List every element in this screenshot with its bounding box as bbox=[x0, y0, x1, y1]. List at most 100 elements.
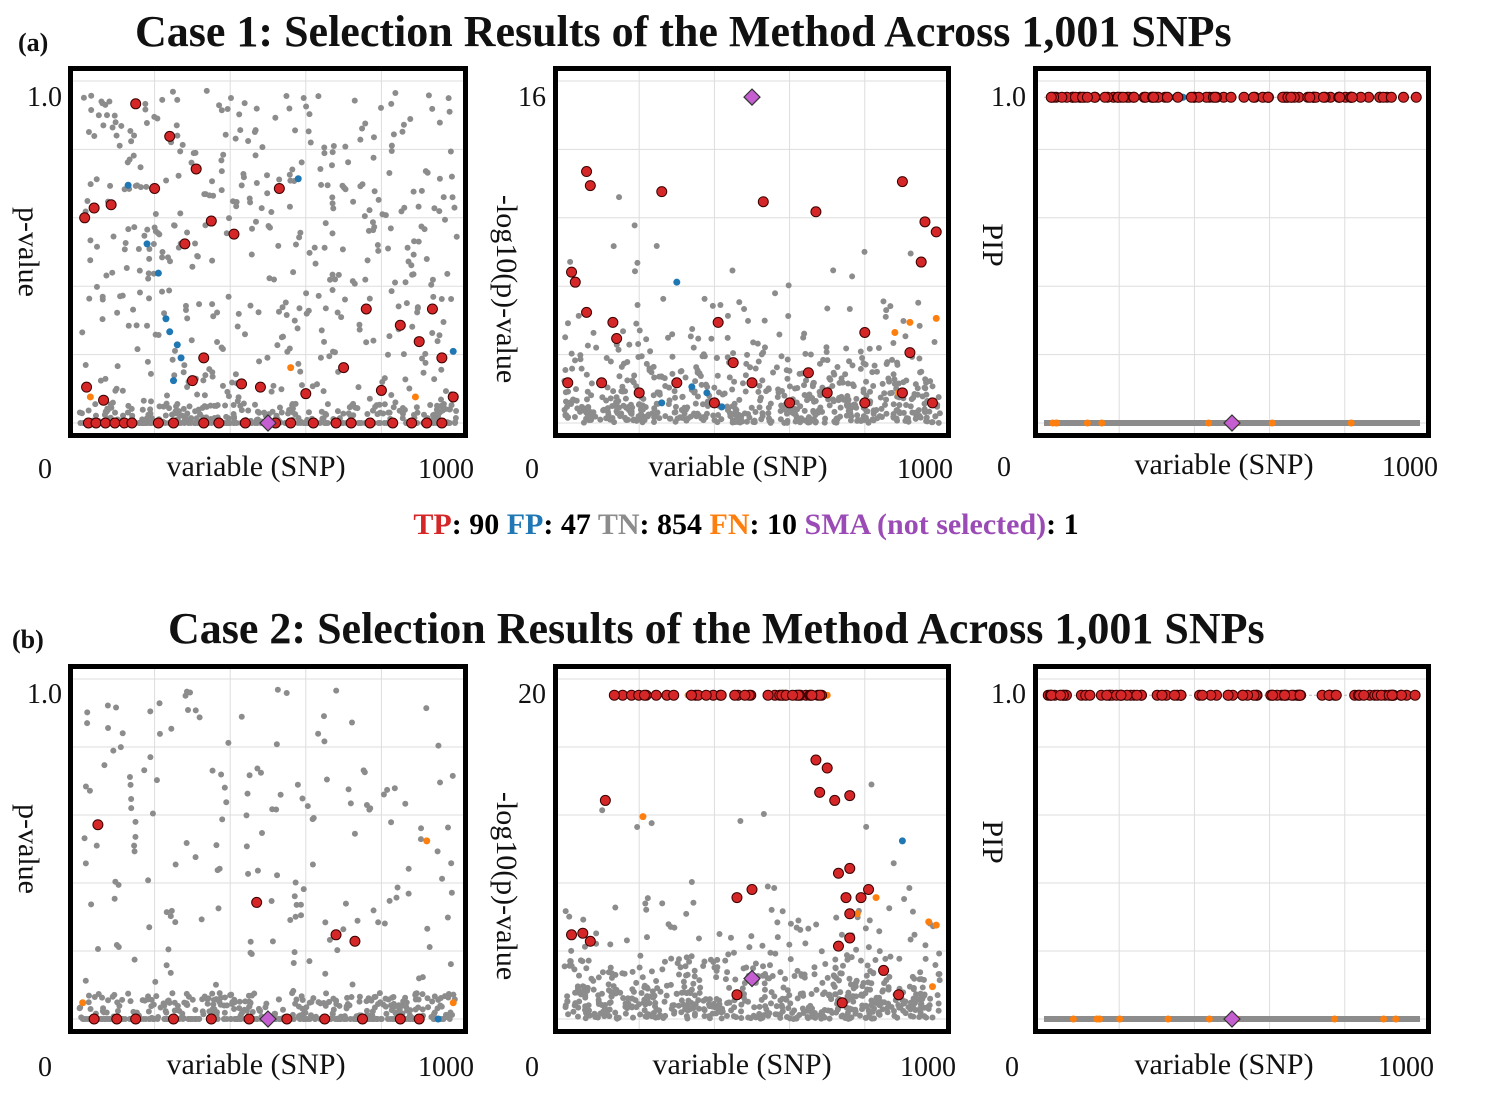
tn-point bbox=[564, 320, 571, 327]
legend-sma: SMA (not selected): 1 bbox=[805, 508, 1079, 541]
tn-point bbox=[286, 105, 293, 112]
tn-point bbox=[695, 935, 702, 942]
tn-point bbox=[871, 362, 878, 369]
tn-point bbox=[259, 144, 266, 151]
tn-point bbox=[826, 1015, 833, 1022]
tn-point bbox=[695, 412, 702, 419]
tn-point bbox=[203, 87, 210, 94]
tn-point bbox=[87, 257, 94, 264]
tn-point bbox=[184, 706, 191, 713]
tn-point bbox=[330, 143, 337, 150]
tn-point bbox=[171, 222, 178, 229]
tn-point bbox=[245, 407, 252, 414]
tn-point bbox=[362, 276, 369, 283]
tp-point bbox=[671, 377, 683, 389]
fn-point bbox=[1392, 1015, 1400, 1023]
tn-point bbox=[859, 983, 866, 990]
tp-point bbox=[859, 326, 871, 338]
tn-point bbox=[279, 304, 286, 311]
tn-point bbox=[185, 993, 192, 1000]
tn-point bbox=[442, 388, 449, 395]
tn-point bbox=[584, 388, 591, 395]
tn-point bbox=[620, 360, 627, 367]
tp-point bbox=[729, 689, 741, 701]
tn-point bbox=[662, 413, 669, 420]
tn-point bbox=[654, 985, 661, 992]
tn-point bbox=[785, 1005, 792, 1012]
tp-point bbox=[205, 1013, 217, 1025]
tn-point bbox=[188, 1016, 195, 1022]
tn-point bbox=[182, 302, 189, 309]
tn-point bbox=[630, 1014, 637, 1021]
tn-point bbox=[292, 241, 299, 248]
fn-point bbox=[1098, 419, 1106, 427]
tn-point bbox=[201, 403, 208, 410]
fn-point bbox=[1096, 1015, 1104, 1023]
tn-point bbox=[290, 987, 297, 994]
tn-point bbox=[739, 985, 746, 992]
fp-point bbox=[143, 240, 151, 248]
tn-point bbox=[220, 151, 227, 158]
tp-point bbox=[190, 163, 202, 175]
tn-point bbox=[713, 996, 720, 1003]
tn-point bbox=[136, 420, 143, 426]
tn-point bbox=[317, 166, 324, 173]
tn-point bbox=[122, 240, 129, 247]
tn-point bbox=[774, 934, 781, 941]
tn-point bbox=[909, 1004, 916, 1011]
tn-point bbox=[278, 386, 285, 393]
tn-point bbox=[223, 230, 230, 237]
tn-point bbox=[570, 1008, 577, 1015]
tn-point bbox=[183, 840, 190, 847]
tn-point bbox=[593, 344, 600, 351]
tn-point bbox=[722, 976, 729, 983]
y-tick-b-pip: 1.0 bbox=[991, 679, 1026, 710]
tn-point bbox=[289, 400, 296, 407]
tn-point bbox=[381, 420, 388, 426]
tn-point bbox=[418, 825, 425, 832]
tn-point bbox=[410, 411, 417, 418]
tn-point bbox=[582, 1015, 589, 1022]
tn-point bbox=[256, 358, 263, 365]
tn-point bbox=[703, 381, 710, 388]
tn-point bbox=[109, 269, 116, 276]
tn-point bbox=[607, 988, 614, 995]
tn-point bbox=[97, 377, 104, 384]
tn-point bbox=[678, 368, 685, 375]
tn-point bbox=[682, 374, 689, 381]
tn-point bbox=[377, 420, 384, 426]
tn-point bbox=[917, 990, 924, 997]
tn-point bbox=[131, 848, 138, 855]
tn-point bbox=[209, 373, 216, 380]
tn-point bbox=[102, 375, 109, 382]
tn-point bbox=[306, 1016, 313, 1022]
tn-point bbox=[887, 303, 894, 310]
fn-point bbox=[1164, 1015, 1172, 1023]
tn-point bbox=[695, 1005, 702, 1012]
tn-point bbox=[622, 1000, 629, 1007]
tn-point bbox=[801, 330, 808, 337]
tn-point bbox=[733, 1014, 740, 1021]
tn-point bbox=[238, 407, 245, 414]
tp-point bbox=[814, 786, 826, 798]
fp-point bbox=[434, 1015, 442, 1023]
tn-point bbox=[210, 313, 217, 320]
tn-point bbox=[240, 174, 247, 181]
tn-point bbox=[767, 400, 774, 407]
tn-point bbox=[407, 116, 414, 123]
tn-point bbox=[110, 233, 117, 240]
tn-point bbox=[321, 244, 328, 251]
legend-fn-label: FN bbox=[709, 508, 750, 541]
tn-point bbox=[451, 204, 458, 211]
tn-point bbox=[123, 265, 130, 272]
legend-fp-value: 47 bbox=[560, 508, 591, 541]
tn-point bbox=[883, 396, 890, 403]
tn-point bbox=[878, 405, 885, 412]
tn-point bbox=[607, 964, 614, 971]
tn-point bbox=[728, 1007, 735, 1014]
x-tick-max-a-pip: 1000 bbox=[1382, 452, 1438, 483]
tn-point bbox=[773, 1003, 780, 1010]
tn-point bbox=[569, 365, 576, 372]
tp-point bbox=[281, 1013, 293, 1025]
tn-point bbox=[175, 172, 182, 179]
